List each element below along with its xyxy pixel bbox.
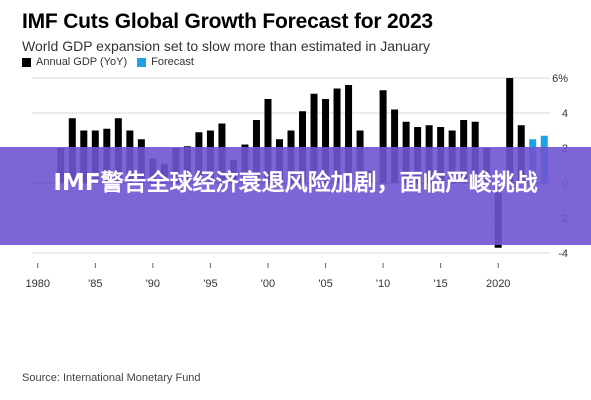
legend-label-annual: Annual GDP (YoY) — [36, 56, 128, 68]
chart-title: IMF Cuts Global Growth Forecast for 2023 — [22, 10, 433, 33]
source-note: Source: International Monetary Fund — [22, 372, 201, 384]
bar-annual-gdp — [506, 78, 514, 183]
legend-item-annual: Annual GDP (YoY) — [22, 56, 127, 68]
legend-item-forecast: Forecast — [137, 56, 194, 68]
x-tick-label: '15 — [433, 278, 447, 290]
x-tick-label: '10 — [376, 278, 390, 290]
y-tick-label: -4 — [558, 248, 568, 260]
bar-annual-gdp — [322, 99, 330, 183]
x-tick-label: 2020 — [486, 278, 510, 290]
legend-swatch-forecast — [137, 57, 147, 67]
legend-swatch-annual — [22, 57, 31, 67]
legend-label-forecast: Forecast — [151, 56, 194, 68]
x-tick-label: '90 — [146, 278, 160, 290]
x-tick-label: '85 — [88, 278, 102, 290]
bar-annual-gdp — [391, 109, 399, 183]
y-tick-label: 4 — [562, 108, 568, 120]
headline-banner: IMF警告全球经济衰退风险加剧，面临严峻挑战 — [0, 147, 591, 245]
bar-annual-gdp — [379, 90, 387, 183]
banner-headline: IMF警告全球经济衰退风险加剧，面临严峻挑战 — [53, 170, 538, 196]
x-tick-label: 1980 — [26, 278, 50, 290]
bar-annual-gdp — [310, 93, 318, 183]
x-tick-labels: 1980 '85 '90 '95 '00 '05 '10 '15 2020 — [26, 263, 510, 290]
bar-annual-gdp — [333, 88, 341, 183]
bar-annual-gdp — [345, 85, 353, 183]
legend: Annual GDP (YoY) Forecast — [22, 56, 204, 68]
x-tick-label: '00 — [261, 278, 275, 290]
x-tick-label: '05 — [318, 278, 332, 290]
x-tick-label: '95 — [203, 278, 217, 290]
bar-annual-gdp — [264, 99, 272, 183]
chart-subtitle: World GDP expansion set to slow more tha… — [22, 38, 431, 54]
y-tick-label: 6% — [552, 73, 568, 85]
